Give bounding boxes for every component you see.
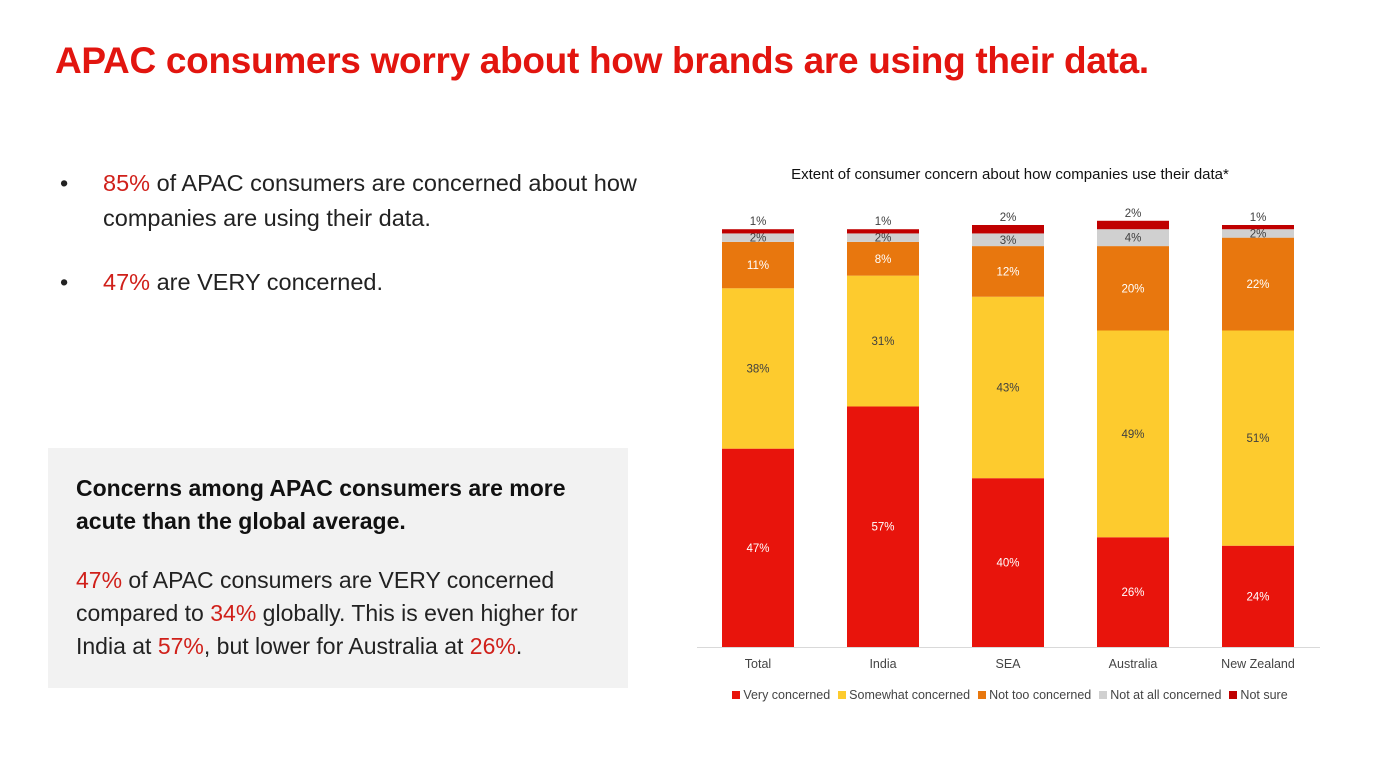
callout-panel: Concerns among APAC consumers are more a…: [48, 448, 628, 688]
bar-segment-not-sure: [972, 225, 1044, 234]
bar-segment-somewhat-concerned: [1097, 330, 1169, 538]
bar-segment-not-at-all-concerned: [722, 233, 794, 242]
bar-segment-very-concerned: [972, 478, 1044, 647]
data-label: 4%: [1125, 233, 1142, 245]
legend-label: Not at all concerned: [1110, 688, 1222, 702]
data-label: 11%: [747, 260, 769, 272]
data-label: 40%: [996, 558, 1019, 570]
bar-segment-very-concerned: [722, 448, 794, 647]
bullet-marker: •: [60, 269, 69, 295]
x-tick-label: Total: [745, 657, 771, 671]
data-label: 2%: [1125, 208, 1142, 220]
data-label: 22%: [1246, 279, 1269, 291]
bar-segment-not-sure: [847, 229, 919, 234]
data-label: 43%: [996, 382, 1019, 394]
slide-title: APAC consumers worry about how brands ar…: [55, 40, 1149, 81]
bullet-text: of APAC consumers are concerned about ho…: [103, 170, 637, 231]
legend-swatch: [978, 691, 987, 699]
data-label: 1%: [875, 216, 892, 228]
data-label: 31%: [871, 336, 894, 348]
bar-segment-somewhat-concerned: [1222, 330, 1294, 546]
bar-segment-not-sure: [1222, 225, 1294, 230]
callout-text: 26%: [469, 633, 516, 659]
callout-text: 34%: [210, 600, 257, 626]
bar-segment-not-at-all-concerned: [847, 233, 919, 242]
legend-item: Not at all concerned: [1099, 688, 1221, 702]
data-label: 2%: [875, 233, 892, 245]
callout-text: 57%: [157, 633, 204, 659]
bar-segment-very-concerned: [1222, 545, 1294, 647]
data-label: 49%: [1121, 429, 1144, 441]
legend-label: Not sure: [1240, 688, 1288, 702]
data-label: 26%: [1121, 587, 1144, 599]
chart-title: Extent of consumer concern about how com…: [791, 166, 1229, 183]
legend-swatch: [1229, 691, 1238, 699]
bar-segment-not-sure: [1097, 220, 1169, 230]
data-label: 47%: [746, 543, 769, 555]
bar-segment-not-too-concerned: [1222, 237, 1294, 331]
callout-text: of APAC consumers are VERY concerned com…: [76, 567, 555, 626]
legend-label: Not too concerned: [989, 688, 1092, 702]
bar-segment-very-concerned: [847, 406, 919, 647]
data-label: 3%: [1000, 235, 1017, 247]
legend-item: Very concerned: [732, 688, 830, 702]
bar-segment-not-too-concerned: [1097, 246, 1169, 331]
data-label: 24%: [1246, 591, 1269, 603]
legend-swatch: [732, 691, 741, 699]
bar-segment-somewhat-concerned: [722, 288, 794, 449]
callout-heading: Concerns among APAC consumers are more a…: [76, 475, 566, 534]
data-label: 2%: [1250, 228, 1267, 240]
callout-text: 47%: [76, 567, 123, 593]
bar-segment-not-too-concerned: [847, 241, 919, 276]
bar-segment-not-too-concerned: [972, 246, 1044, 297]
bullet-highlight: 47%: [103, 269, 151, 295]
legend-item: Somewhat concerned: [838, 688, 970, 702]
data-label: 8%: [875, 254, 892, 266]
legend-label: Somewhat concerned: [849, 688, 971, 702]
callout-body: 47% of APAC consumers are VERY concerned…: [76, 564, 616, 663]
bullet-marker: •: [60, 170, 69, 196]
legend-item: Not sure: [1229, 688, 1288, 702]
bar-segment-not-sure: [722, 229, 794, 234]
data-label: 2%: [750, 233, 767, 245]
x-tick-label: SEA: [995, 657, 1021, 671]
bar-segment-not-at-all-concerned: [1097, 229, 1169, 247]
legend-swatch: [1099, 691, 1108, 699]
data-label: 1%: [750, 216, 767, 228]
bar-segment-very-concerned: [1097, 537, 1169, 647]
legend-item: Not too concerned: [978, 688, 1091, 702]
legend-swatch: [838, 691, 847, 699]
x-tick-label: Australia: [1109, 657, 1158, 671]
bullet-highlight: 85%: [103, 170, 151, 196]
callout-text: , but lower for Australia at: [203, 633, 470, 659]
bar-segment-somewhat-concerned: [972, 296, 1044, 479]
data-label: 57%: [871, 522, 894, 534]
data-label: 12%: [996, 266, 1019, 278]
data-label: 51%: [1246, 433, 1269, 445]
bar-segment-not-at-all-concerned: [1222, 229, 1294, 238]
data-label: 2%: [1000, 212, 1017, 224]
chart-legend: Very concerned Somewhat concerned Not too …: [700, 688, 1320, 702]
callout-text: globally. This is even higher for India …: [76, 600, 578, 659]
bullet-item: • 85% of APAC consumers are concerned ab…: [60, 166, 660, 236]
bullet-text: are VERY concerned.: [150, 269, 384, 295]
callout-text: .: [515, 633, 523, 659]
x-tick-label: New Zealand: [1221, 657, 1295, 671]
x-tick-label: India: [869, 657, 896, 671]
legend-label: Very concerned: [743, 688, 831, 702]
bullet-list: • 85% of APAC consumers are concerned ab…: [60, 166, 660, 329]
bar-segment-not-too-concerned: [722, 241, 794, 289]
data-label: 38%: [746, 363, 769, 375]
data-label: 1%: [1250, 212, 1267, 224]
bar-segment-not-at-all-concerned: [972, 233, 1044, 247]
bullet-item: • 47% are VERY concerned.: [60, 265, 660, 300]
bar-segment-somewhat-concerned: [847, 275, 919, 407]
data-label: 20%: [1121, 283, 1144, 295]
